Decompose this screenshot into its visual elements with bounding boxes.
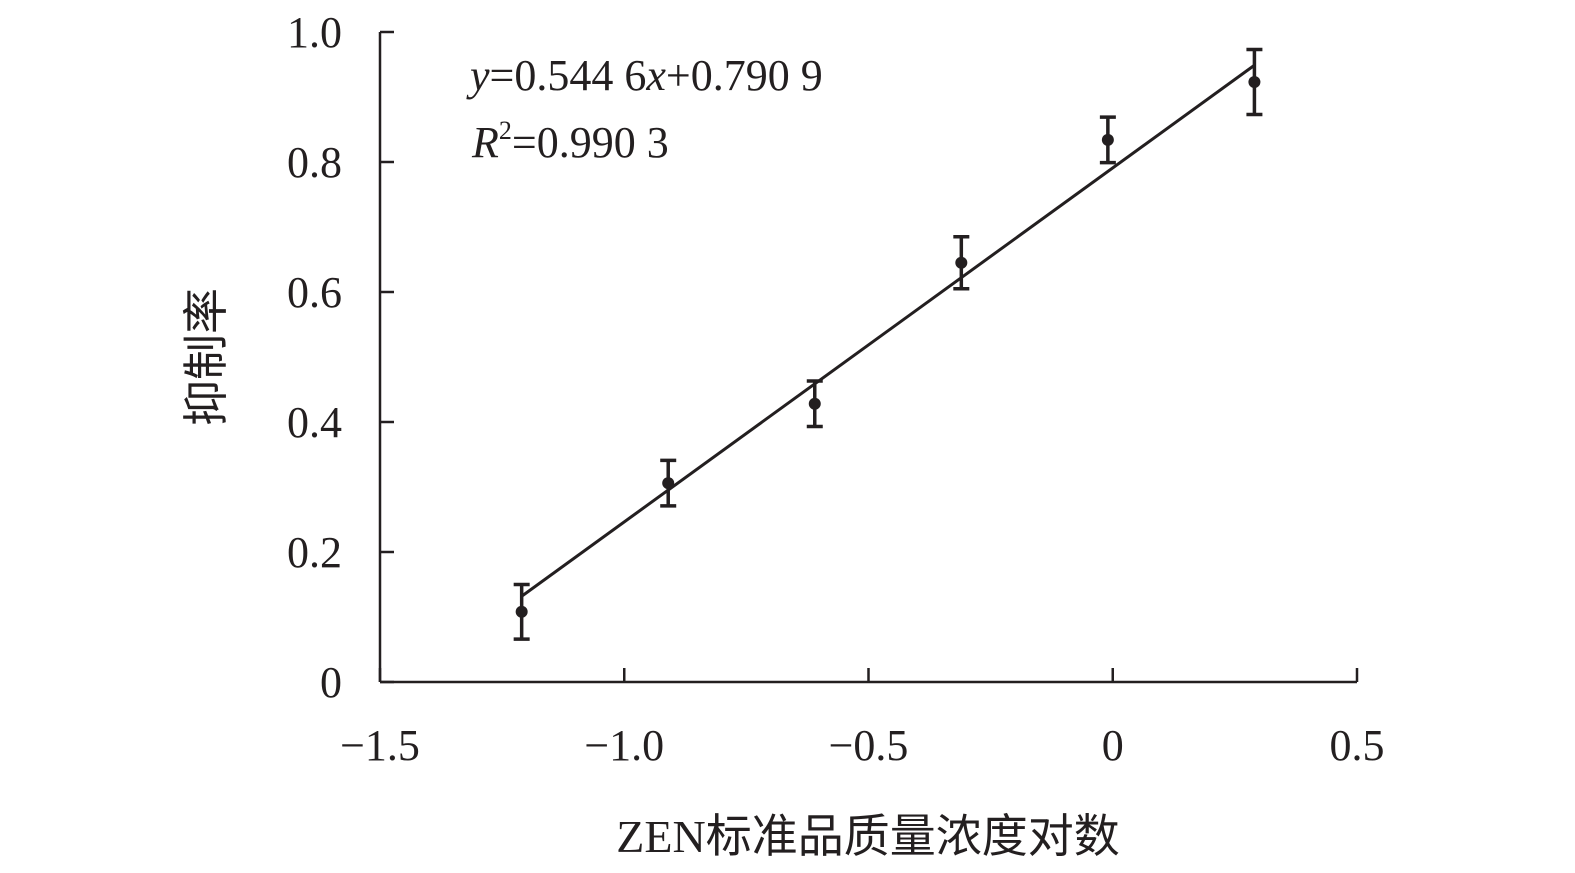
- y-axis-label: 抑制率: [181, 288, 232, 426]
- data-point: [1248, 76, 1261, 89]
- equation-label: y=0.544 6x+0.790 9: [466, 51, 823, 100]
- fit-line: [520, 64, 1256, 598]
- x-tick-label: −1.5: [340, 721, 420, 770]
- data-point: [808, 397, 821, 410]
- y-tick-label: 0.2: [287, 528, 342, 577]
- y-tick-label: 0.6: [287, 268, 342, 317]
- x-tick-label: −1.0: [584, 721, 664, 770]
- data-point: [1101, 133, 1114, 146]
- y-tick-label: 0.8: [287, 138, 342, 187]
- y-tick-label: 1.0: [287, 8, 342, 57]
- data-point: [955, 256, 968, 269]
- y-tick-label: 0: [320, 658, 342, 707]
- ticks: −1.5 −1.0 −0.5 0 0.5 0 0.2 0.4 0.6 0.8 1.0: [287, 8, 1385, 770]
- data-point: [515, 605, 528, 618]
- data-marks: [513, 47, 1263, 641]
- x-axis-label: ZEN标准品质量浓度对数: [616, 811, 1119, 862]
- data-point: [662, 477, 675, 490]
- r-squared-label: R2=0.990 3: [471, 116, 669, 167]
- x-tick-label: 0: [1102, 721, 1124, 770]
- x-tick-label: 0.5: [1330, 721, 1385, 770]
- x-tick-label: −0.5: [829, 721, 909, 770]
- y-tick-label: 0.4: [287, 398, 342, 447]
